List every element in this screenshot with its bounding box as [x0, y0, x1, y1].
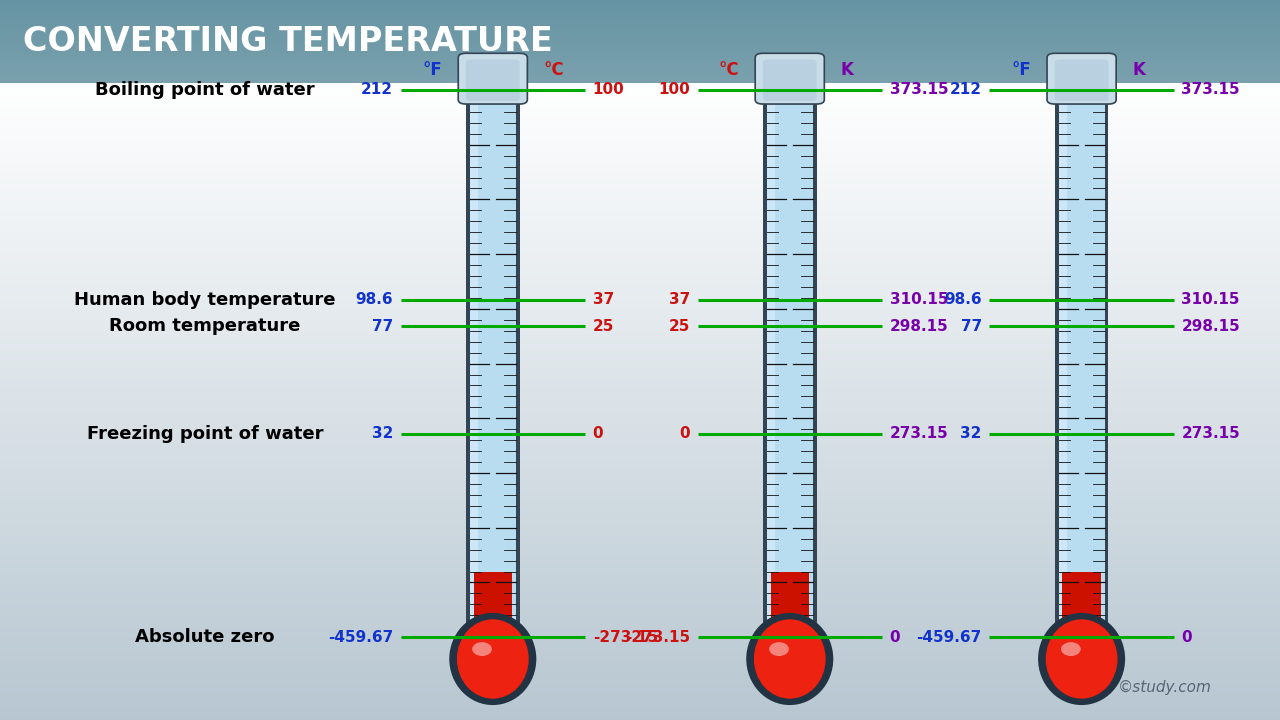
Text: 32: 32: [371, 426, 393, 441]
Text: 310.15: 310.15: [1181, 292, 1240, 307]
Text: °C: °C: [544, 61, 564, 79]
Bar: [764, 633, 815, 646]
Ellipse shape: [1038, 613, 1125, 705]
Bar: [466, 86, 520, 641]
Bar: [1056, 633, 1107, 646]
Text: 273.15: 273.15: [1181, 426, 1240, 441]
Text: 373.15: 373.15: [1181, 83, 1240, 97]
FancyBboxPatch shape: [1047, 53, 1116, 104]
Text: 25: 25: [668, 319, 690, 334]
Text: 212: 212: [950, 83, 982, 97]
Text: 298.15: 298.15: [1181, 319, 1240, 334]
Text: 298.15: 298.15: [890, 319, 948, 334]
FancyBboxPatch shape: [1055, 60, 1108, 101]
Text: -273.15: -273.15: [625, 630, 690, 644]
Text: -459.67: -459.67: [328, 630, 393, 644]
Ellipse shape: [1061, 642, 1080, 656]
Text: 0: 0: [680, 426, 690, 441]
Ellipse shape: [754, 619, 826, 698]
Bar: [1059, 90, 1105, 637]
Ellipse shape: [472, 642, 492, 656]
Bar: [470, 90, 516, 637]
Ellipse shape: [457, 619, 529, 698]
Ellipse shape: [746, 613, 833, 705]
FancyBboxPatch shape: [755, 53, 824, 104]
Bar: [771, 572, 809, 637]
FancyBboxPatch shape: [466, 60, 520, 101]
Text: 100: 100: [593, 83, 625, 97]
Text: 0: 0: [1181, 630, 1192, 644]
Ellipse shape: [449, 613, 536, 705]
Text: 98.6: 98.6: [356, 292, 393, 307]
Text: Boiling point of water: Boiling point of water: [95, 81, 315, 99]
Text: 310.15: 310.15: [890, 292, 948, 307]
Text: °F: °F: [1011, 61, 1030, 79]
Text: ©study.com: ©study.com: [1117, 680, 1212, 695]
Text: 98.6: 98.6: [945, 292, 982, 307]
Ellipse shape: [457, 619, 529, 698]
Bar: [763, 86, 817, 641]
Text: 37: 37: [593, 292, 614, 307]
FancyBboxPatch shape: [458, 53, 527, 104]
Text: K: K: [841, 61, 854, 79]
Ellipse shape: [754, 619, 826, 698]
Text: Freezing point of water: Freezing point of water: [87, 425, 323, 443]
Bar: [474, 572, 512, 637]
FancyBboxPatch shape: [763, 60, 817, 101]
Bar: [467, 633, 518, 646]
Text: 32: 32: [960, 426, 982, 441]
Text: -273.15: -273.15: [593, 630, 658, 644]
Text: Human body temperature: Human body temperature: [74, 291, 335, 309]
Text: K: K: [1133, 61, 1146, 79]
Text: 212: 212: [361, 83, 393, 97]
Text: 77: 77: [371, 319, 393, 334]
Text: 273.15: 273.15: [890, 426, 948, 441]
Bar: [1059, 90, 1066, 637]
Bar: [767, 90, 774, 637]
Text: 373.15: 373.15: [890, 83, 948, 97]
Text: °F: °F: [422, 61, 442, 79]
Text: -459.67: -459.67: [916, 630, 982, 644]
Ellipse shape: [1046, 619, 1117, 698]
Text: 0: 0: [593, 426, 603, 441]
Ellipse shape: [769, 642, 788, 656]
Text: CONVERTING TEMPERATURE: CONVERTING TEMPERATURE: [23, 25, 553, 58]
Text: °C: °C: [718, 61, 739, 79]
Text: Absolute zero: Absolute zero: [136, 628, 274, 647]
Bar: [1062, 572, 1101, 637]
Bar: [767, 90, 813, 637]
Text: Room temperature: Room temperature: [109, 318, 301, 336]
Bar: [1055, 86, 1108, 641]
Bar: [470, 90, 477, 637]
Text: 0: 0: [890, 630, 900, 644]
Text: 77: 77: [960, 319, 982, 334]
Ellipse shape: [1046, 619, 1117, 698]
Text: 25: 25: [593, 319, 614, 334]
Text: 37: 37: [668, 292, 690, 307]
Text: 100: 100: [658, 83, 690, 97]
